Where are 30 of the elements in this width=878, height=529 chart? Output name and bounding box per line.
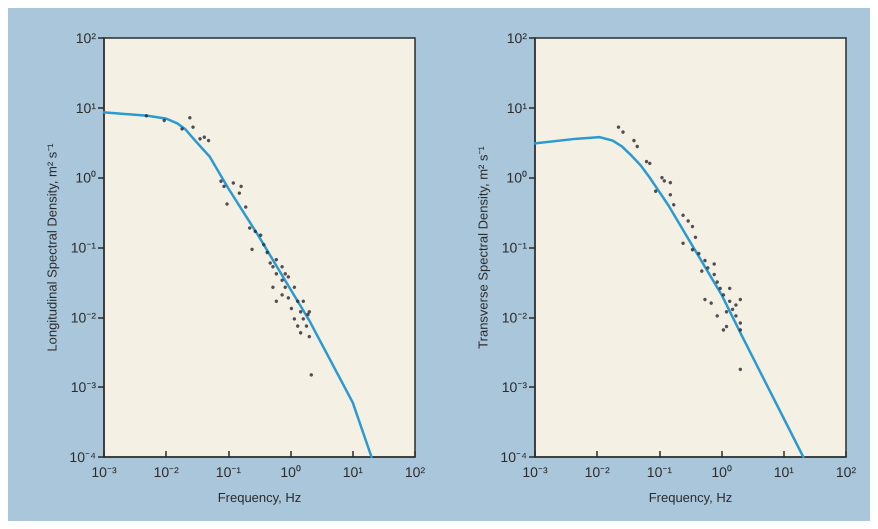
y-tick-label: 10⁻⁴ bbox=[500, 449, 527, 465]
y-tick-label: 10² bbox=[76, 30, 96, 46]
x-tick-label: 10⁻² bbox=[154, 464, 180, 480]
x-tick-label: 10⁻³ bbox=[522, 464, 548, 480]
y-tick-label: 10⁰ bbox=[506, 170, 527, 186]
y-tick-label: 10¹ bbox=[506, 100, 528, 116]
y-axis-title: Longitudinal Spectral Density, m² s⁻¹ bbox=[44, 142, 60, 352]
x-tick-label: 10⁰ bbox=[711, 464, 732, 480]
y-axis-title: Transverse Spectral Density, m² s⁻¹ bbox=[476, 146, 491, 349]
y-tick-label: 10⁻⁴ bbox=[69, 449, 96, 465]
y-tick-label: 10⁻² bbox=[70, 309, 96, 326]
y-tick-label: 10⁻¹ bbox=[502, 240, 528, 256]
y-tick-label: 10⁰ bbox=[75, 170, 96, 186]
x-axis-title: Frequency, Hz bbox=[218, 490, 302, 505]
x-tick-label: 10⁰ bbox=[280, 464, 301, 480]
x-tick-label: 10¹ bbox=[774, 464, 794, 480]
y-tick-label: 10⁻¹ bbox=[70, 240, 96, 256]
x-tick-label: 10⁻² bbox=[584, 464, 610, 480]
y-tick-label: 10⁻² bbox=[502, 309, 528, 326]
x-tick-label: 10⁻¹ bbox=[216, 464, 242, 480]
x-tick-label: 10² bbox=[404, 464, 426, 480]
x-axis-title: Frequency, Hz bbox=[648, 490, 732, 505]
y-tick-label: 10² bbox=[506, 30, 528, 46]
y-tick-label: 10⁻³ bbox=[502, 379, 528, 396]
y-tick-label: 10⁻³ bbox=[70, 379, 96, 396]
y-tick-label: 10¹ bbox=[76, 100, 96, 116]
x-tick-label: 10² bbox=[836, 464, 856, 480]
x-tick-label: 10¹ bbox=[342, 464, 364, 480]
x-tick-label: 10⁻¹ bbox=[646, 464, 672, 480]
x-tick-label: 10⁻³ bbox=[91, 464, 117, 480]
